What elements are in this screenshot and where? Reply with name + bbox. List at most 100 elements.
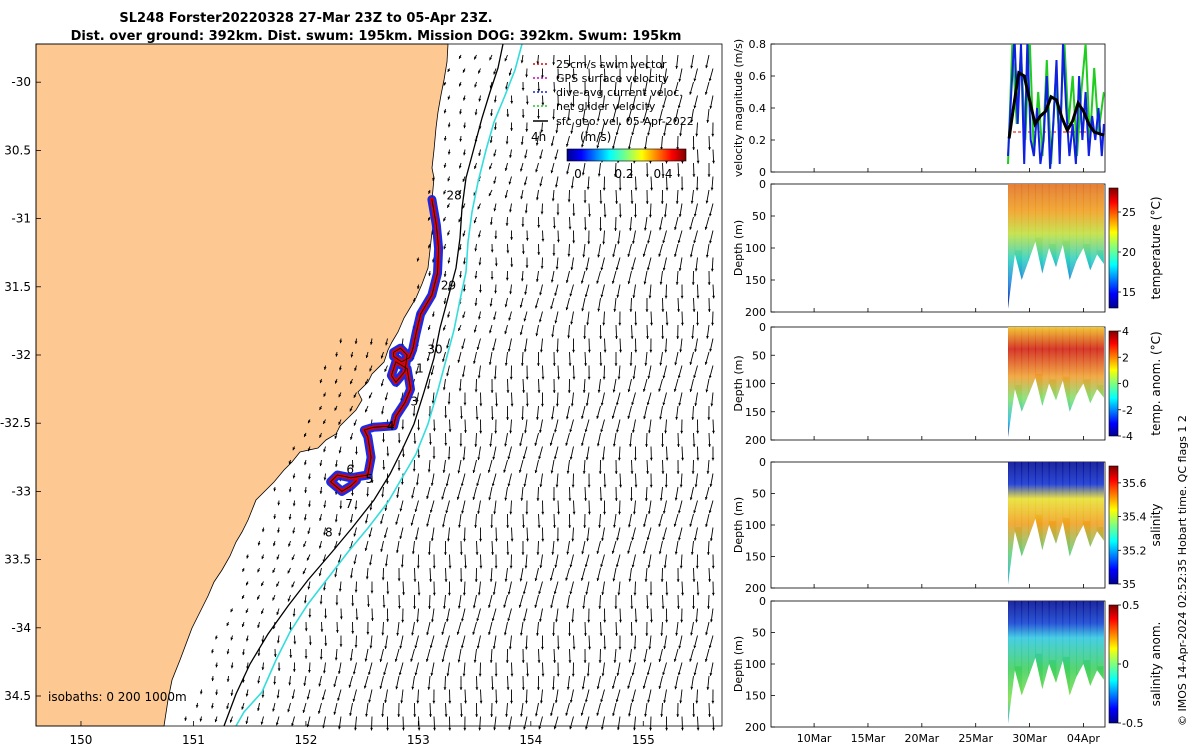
- vector-arrowhead: [601, 105, 605, 109]
- vector-arrowhead: [696, 727, 700, 731]
- vector-arrowhead: [370, 590, 374, 594]
- vector-arrowhead: [679, 349, 683, 353]
- vector-arrowhead: [632, 429, 635, 433]
- vector-arrowhead: [462, 457, 466, 461]
- vector-arrowhead: [706, 687, 710, 690]
- vector-arrowhead: [553, 591, 557, 595]
- vector-arrowhead: [536, 687, 540, 690]
- vector-arrowhead: [642, 388, 646, 392]
- vector-arrowhead: [463, 125, 467, 129]
- vector-arrowhead: [538, 319, 542, 323]
- colorbar-tick-label: 35: [1122, 578, 1136, 591]
- vector-arrowhead: [556, 646, 560, 650]
- vector-arrowhead: [537, 252, 541, 255]
- vector-arrowhead: [600, 699, 604, 703]
- vector-arrowhead: [704, 226, 708, 230]
- vector-arrowhead: [491, 618, 495, 622]
- vector-arrowhead: [705, 65, 709, 69]
- vector-arrowhead: [386, 591, 390, 595]
- vector-arrowhead: [569, 726, 573, 730]
- vector-arrowhead: [474, 56, 477, 60]
- vector-arrowhead: [566, 686, 570, 690]
- vector-arrowhead: [675, 416, 679, 420]
- vector-arrowhead: [677, 105, 681, 109]
- vector-arrowhead: [525, 101, 529, 105]
- vector-arrowhead: [521, 251, 525, 255]
- vector-arrowhead: [571, 104, 575, 108]
- vector-arrowhead: [677, 375, 681, 379]
- vector-arrowhead: [538, 726, 542, 730]
- vector-arrowhead: [380, 355, 384, 359]
- vector-arrowhead: [596, 280, 600, 284]
- vector-arrowhead: [695, 565, 699, 569]
- vector-arrowhead: [478, 289, 482, 293]
- vector-arrowhead: [536, 498, 540, 501]
- vector-arrowhead: [556, 538, 560, 542]
- vector-arrowhead: [494, 538, 498, 542]
- vector-arrowhead: [447, 96, 451, 100]
- vector-arrowhead: [680, 295, 684, 299]
- vector-arrowhead: [319, 380, 323, 384]
- vector-arrowhead: [539, 565, 543, 569]
- vector-arrowhead: [338, 394, 342, 398]
- vector-arrowhead: [261, 529, 265, 533]
- vector-arrowhead: [676, 606, 680, 609]
- vector-arrowhead: [615, 564, 619, 568]
- vector-arrowhead: [272, 597, 275, 601]
- vector-arrowhead: [710, 268, 714, 272]
- vector-arrowhead: [318, 683, 322, 687]
- vector-arrowhead: [368, 534, 372, 538]
- vector-arrowhead: [382, 605, 386, 608]
- vector-arrowhead: [662, 402, 666, 406]
- vector-arrowhead: [643, 659, 647, 663]
- vector-arrowhead: [195, 704, 199, 708]
- vector-arrowhead: [472, 470, 476, 473]
- vector-arrowhead: [488, 497, 492, 501]
- vector-arrowhead: [552, 633, 556, 636]
- vector-arrowhead: [489, 222, 493, 225]
- vector-arrowhead: [539, 156, 543, 160]
- vector-arrowhead: [510, 128, 513, 131]
- colorbar-tick-label: 35.4: [1122, 511, 1147, 524]
- vector-arrowhead: [503, 632, 507, 636]
- vector-arrowhead: [303, 462, 307, 466]
- vector-arrowhead: [334, 435, 338, 439]
- vector-arrowhead: [661, 309, 665, 312]
- vector-arrowhead: [323, 504, 327, 508]
- vector-arrowhead: [441, 631, 445, 635]
- vector-arrowhead: [363, 685, 367, 689]
- vector-arrowhead: [475, 687, 479, 690]
- vector-arrowhead: [494, 700, 498, 704]
- vector-arrowhead: [643, 227, 647, 231]
- vector-arrowhead: [459, 687, 463, 690]
- vector-arrowhead: [661, 471, 665, 474]
- vector-arrowhead: [598, 471, 602, 474]
- vector-arrowhead: [708, 579, 712, 582]
- vector-arrowhead: [523, 618, 526, 622]
- vector-arrowhead: [695, 187, 699, 191]
- vector-arrowhead: [385, 481, 389, 484]
- vector-arrowhead: [245, 638, 249, 642]
- vector-arrowhead: [615, 699, 619, 703]
- vector-arrowhead: [627, 281, 631, 285]
- vector-arrowhead: [460, 714, 463, 717]
- vector-arrowhead: [675, 201, 679, 204]
- vector-arrowhead: [568, 633, 572, 636]
- section-colorbar: [1108, 330, 1119, 437]
- vector-arrowhead: [587, 511, 591, 515]
- vector-arrowhead: [504, 362, 508, 366]
- vector-arrowhead: [489, 303, 493, 307]
- time-x-tick-label: 25Mar: [958, 732, 993, 745]
- vector-arrowhead: [570, 321, 574, 325]
- vector-arrowhead: [524, 565, 528, 569]
- vector-arrowhead: [446, 345, 449, 349]
- vector-arrowhead: [432, 314, 435, 317]
- vector-arrowhead: [303, 600, 307, 604]
- vector-arrowhead: [525, 376, 529, 380]
- vector-arrowhead: [380, 521, 383, 525]
- vector-arrowhead: [399, 536, 403, 539]
- vector-arrowhead: [462, 233, 466, 237]
- vector-arrowhead: [369, 507, 373, 511]
- vector-arrowhead: [443, 274, 447, 277]
- vector-arrowhead: [680, 187, 684, 191]
